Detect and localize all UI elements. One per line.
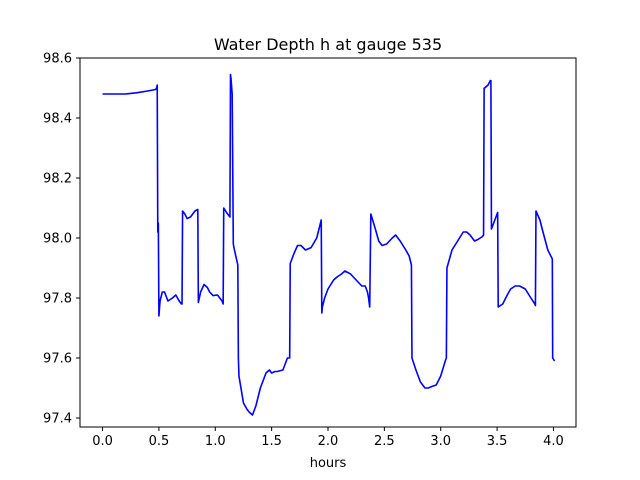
x-tick-label: 0.0 [92,434,113,449]
plot-area [79,57,577,428]
x-tick-label: 3.5 [487,434,508,449]
y-tick-label: 97.8 [43,292,72,307]
x-tick-label: 0.5 [149,434,170,449]
plot-frame [79,57,577,428]
y-tick-label: 97.6 [43,352,72,367]
x-axis-label: hours [310,456,347,471]
x-tick-label: 1.5 [261,434,282,449]
series-line-0 [102,73,556,416]
y-tick-label: 98.0 [43,232,72,247]
x-tick-label: 4.0 [543,434,564,449]
x-tick-label: 1.0 [205,434,226,449]
y-tick-label: 98.2 [43,172,72,187]
x-axis: 0.0 0.5 1.0 1.5 2.0 2.5 3.0 3.5 4.0 [92,427,564,449]
y-tick-label: 97.4 [43,412,72,427]
x-tick-label: 2.5 [374,434,395,449]
y-tick-label: 98.4 [43,112,72,127]
x-tick-label: 3.0 [430,434,451,449]
chart-title: Water Depth h at gauge 535 [214,35,442,54]
y-axis: 97.4 97.6 97.8 98.0 98.2 98.4 98.6 [43,52,80,427]
x-tick-label: 2.0 [318,434,339,449]
y-tick-label: 98.6 [43,52,72,67]
